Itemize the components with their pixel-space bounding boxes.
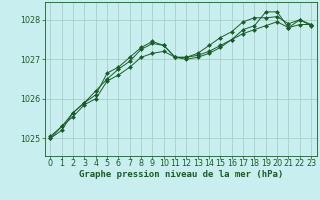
X-axis label: Graphe pression niveau de la mer (hPa): Graphe pression niveau de la mer (hPa) bbox=[79, 170, 283, 179]
